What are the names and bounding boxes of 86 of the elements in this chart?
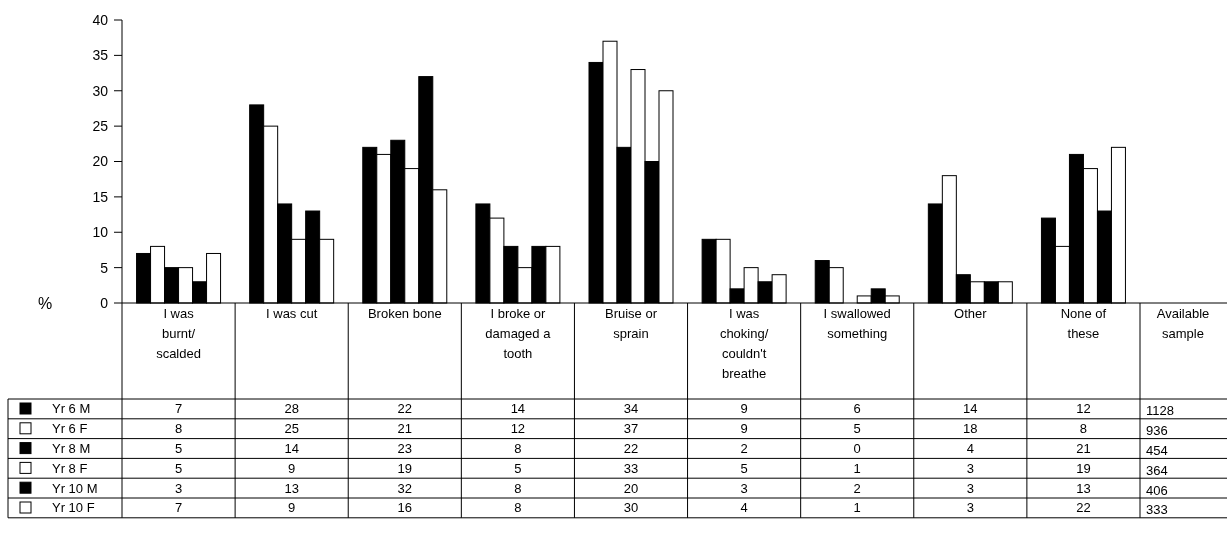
data-label: 8 (514, 441, 522, 457)
data-label: 18 (963, 421, 978, 437)
data-label: 4 (966, 441, 974, 457)
data-label: 37 (623, 421, 639, 437)
legend-label: Yr 6 F (52, 421, 88, 437)
text: 454 (1146, 443, 1168, 459)
data-label: 30 (623, 500, 639, 516)
data-label: 13 (1076, 480, 1091, 496)
data-label: 34 (623, 401, 639, 417)
text: 1128 (1146, 403, 1174, 419)
data-label: 12 (510, 421, 526, 437)
data-label: 5 (853, 421, 861, 437)
x-tick-label: I was choking/ couldn't breathe (719, 306, 769, 381)
x-tick-label: Broken bone (367, 306, 442, 321)
text: Available sample (1156, 306, 1210, 341)
data-label: 16 (397, 500, 413, 516)
data-label: 7 (174, 500, 183, 516)
data-label: 3 (174, 480, 183, 496)
y-tick-label: 15 (92, 188, 109, 205)
legend-label: Yr 8 M (52, 441, 91, 457)
data-label: 3 (966, 500, 974, 516)
y-tick-label: 20 (92, 153, 109, 170)
data-label: 9 (288, 500, 296, 516)
data-label: 22 (1076, 500, 1091, 516)
x-tick-label: I swallowed something (823, 306, 891, 341)
data-label: 14 (284, 441, 299, 457)
data-label: 19 (397, 460, 413, 476)
data-label: 33 (623, 460, 639, 476)
x-tick-label: Other (954, 306, 988, 321)
data-label: 20 (623, 480, 639, 496)
x-tick-label: Bruise or sprain (604, 306, 658, 341)
data-label: 14 (963, 401, 978, 417)
data-label: 9 (288, 460, 296, 476)
x-tick-label: None of these (1060, 306, 1107, 341)
data-label: 25 (284, 421, 299, 437)
data-label: 13 (284, 480, 299, 496)
y-tick-label: 25 (92, 118, 109, 135)
data-label: 5 (514, 460, 522, 476)
y-tick-label: 0 (100, 294, 109, 311)
data-label: 9 (740, 401, 748, 417)
data-label: 8 (174, 421, 183, 437)
data-label: 3 (740, 480, 748, 496)
data-label: 3 (966, 480, 974, 496)
text: 333 (1146, 502, 1168, 518)
data-label: 22 (397, 401, 413, 417)
y-tick-label: 5 (100, 259, 109, 276)
data-label: 3 (966, 460, 974, 476)
text: 406 (1146, 482, 1168, 498)
y-tick-label: 10 (92, 224, 109, 241)
text: 936 (1146, 423, 1168, 439)
data-label: 32 (397, 480, 413, 496)
data-label: 21 (1076, 441, 1091, 457)
data-label: 23 (397, 441, 413, 457)
data-label: 8 (514, 500, 522, 516)
legend-label: Yr 10 F (52, 500, 95, 516)
data-label: 12 (1076, 401, 1091, 417)
x-tick-label: I was cut (266, 306, 318, 321)
data-label: 9 (740, 421, 748, 437)
data-label: 28 (284, 401, 299, 417)
data-label: 2 (740, 441, 748, 457)
data-label: 5 (174, 441, 183, 457)
data-label: 2 (853, 480, 861, 496)
data-label: 0 (853, 441, 861, 457)
data-label: 8 (1079, 421, 1088, 437)
x-tick-label: I was burnt/ scalded (156, 306, 201, 361)
data-label: 8 (514, 480, 522, 496)
y-tick-label: 40 (92, 11, 109, 28)
data-label: 1 (853, 500, 861, 516)
data-label: 5 (740, 460, 748, 476)
data-label: 6 (853, 401, 861, 417)
data-label: 14 (510, 401, 526, 417)
text: 364 (1146, 462, 1168, 478)
data-label: 21 (397, 421, 413, 437)
y-axis-title: % (37, 294, 53, 312)
legend-label: Yr 6 M (52, 401, 91, 417)
data-label: 1 (853, 460, 861, 476)
data-label: 4 (740, 500, 748, 516)
data-label: 7 (174, 401, 183, 417)
legend-label: Yr 10 M (52, 480, 98, 496)
legend-label: Yr 8 F (52, 460, 88, 476)
y-tick-label: 30 (92, 82, 109, 99)
data-label: 19 (1076, 460, 1091, 476)
data-label: 22 (623, 441, 639, 457)
y-tick-label: 35 (92, 47, 109, 64)
x-tick-label: I broke or damaged a tooth (485, 306, 552, 361)
data-label: 5 (174, 460, 183, 476)
